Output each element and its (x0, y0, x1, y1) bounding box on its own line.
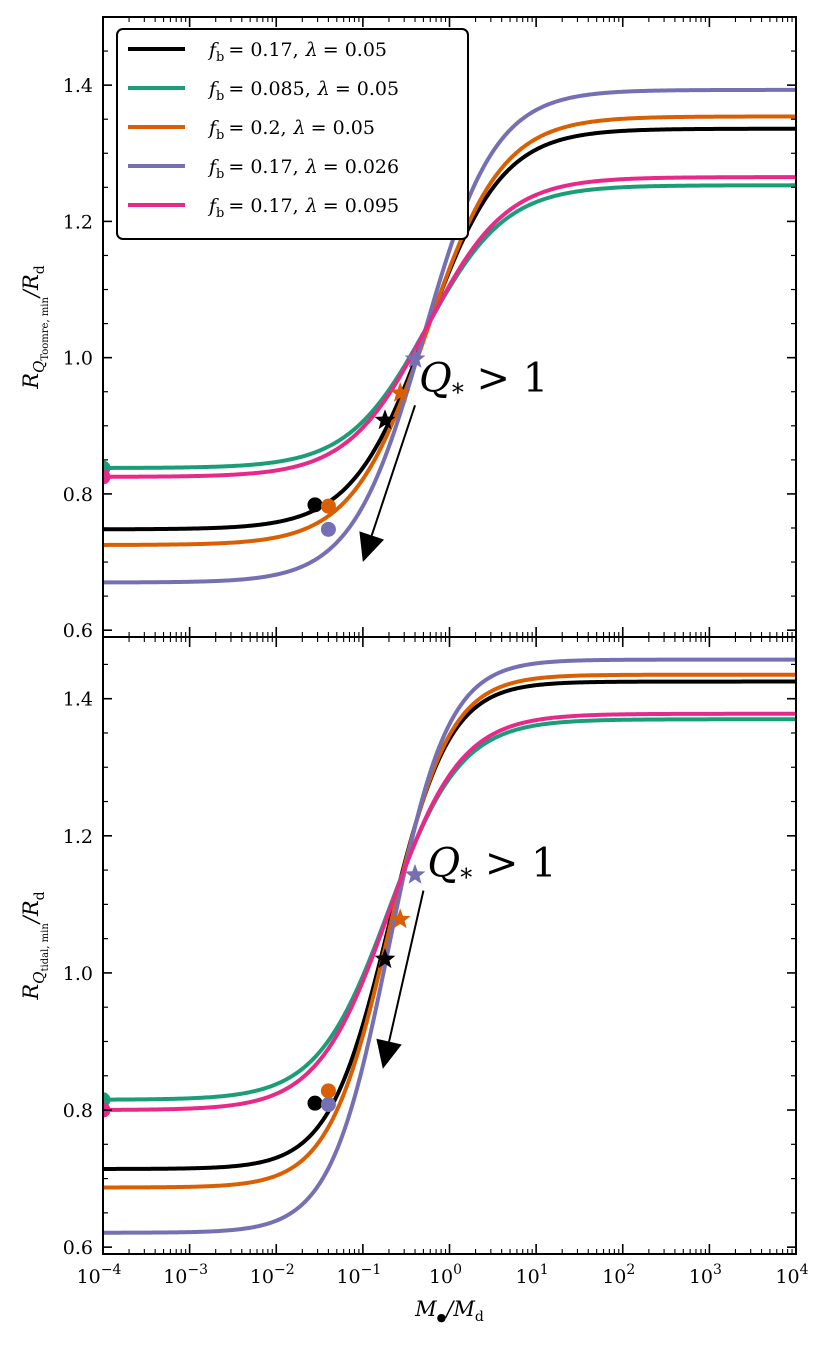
y-tick-label: 1.2 (63, 211, 93, 233)
x-tick-label: 101 (516, 1262, 549, 1288)
y-tick-label: 1.0 (63, 963, 93, 985)
annotation-arrowhead (359, 531, 385, 563)
y-tick-label: 0.8 (63, 484, 93, 506)
y-tick-label: 0.6 (63, 620, 93, 642)
legend-label-3: fb = 0.17, λ = 0.026 (207, 156, 399, 182)
series-line-3 (103, 657, 796, 1235)
x-tick-label: 10−4 (77, 1262, 122, 1288)
legend-label-4: fb = 0.17, λ = 0.095 (207, 195, 399, 221)
star-marker-2 (389, 382, 411, 402)
circle-marker-3 (320, 521, 336, 537)
annotation-arrow (370, 405, 416, 536)
top-panel: 0.6 0.8 1.0 1.2 1.4 RQToomre, min/Rd Q* > 1 (19, 16, 797, 642)
axes-frame (102, 636, 797, 1255)
circle-marker-0 (307, 1095, 323, 1111)
bottom-panel: 0.6 0.8 1.0 1.2 1.4 10−4 10−3 10−2 10−1 100 101 102… (19, 636, 809, 1325)
annotation-arrow (388, 890, 425, 1042)
circle-marker-3 (320, 1097, 336, 1113)
series-line-2 (103, 114, 796, 547)
y-axis-label: RQtidal, min/Rd (19, 891, 51, 1000)
y-tick-label: 1.0 (63, 348, 93, 370)
star-marker-0 (374, 948, 396, 969)
y-axis-label: RQToomre, min/Rd (19, 265, 51, 390)
x-tick-label: 10−2 (250, 1262, 295, 1288)
x-tick-label: 10−1 (336, 1262, 381, 1288)
y-tick-label: 0.8 (63, 1100, 93, 1122)
star-marker-3 (404, 348, 426, 368)
circle-marker-0 (307, 497, 323, 513)
x-tick-label: 104 (775, 1262, 808, 1288)
x-tick-label: 100 (429, 1262, 462, 1288)
legend-label-0: fb = 0.17, λ = 0.05 (207, 39, 387, 65)
star-marker-0 (374, 409, 396, 430)
legend-label-1: fb = 0.085, λ = 0.05 (207, 78, 399, 104)
y-tick-label: 1.4 (63, 75, 93, 97)
series-line-3 (103, 87, 796, 585)
y-tick-label: 1.2 (63, 826, 93, 848)
circle-marker-2 (320, 1083, 336, 1099)
annotation-arrowhead (376, 1038, 402, 1069)
x-tick-label: 103 (689, 1262, 722, 1288)
y-tick-label: 0.6 (63, 1237, 93, 1259)
x-tick-label: 10−3 (163, 1262, 208, 1288)
legend: fb = 0.17, λ = 0.05 fb = 0.085, λ = 0.05 fb = 0.2… (116, 28, 469, 240)
annotation-text: Q* > 1 (427, 841, 556, 892)
series-line-4 (103, 175, 796, 479)
annotation-text: Q* > 1 (419, 355, 548, 406)
circle-marker-4 (103, 469, 111, 485)
x-tick-label: 102 (602, 1262, 635, 1288)
y-tick-label: 1.4 (63, 689, 93, 711)
series-line-4 (103, 711, 796, 1112)
legend-label-2: fb = 0.2, λ = 0.05 (207, 117, 375, 143)
circle-marker-2 (320, 498, 336, 514)
star-marker-2 (389, 908, 411, 929)
star-marker-3 (404, 863, 426, 884)
legend-box (116, 28, 469, 240)
x-axis-label: M●/Md (414, 1297, 484, 1325)
series-line-2 (103, 672, 796, 1190)
